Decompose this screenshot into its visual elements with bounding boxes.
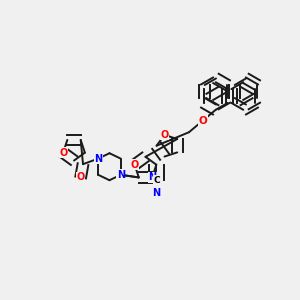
Text: N: N [94, 154, 102, 164]
Text: O: O [130, 160, 139, 170]
Text: N: N [117, 170, 125, 180]
Text: N: N [148, 172, 156, 182]
Text: C: C [153, 176, 160, 185]
Text: O: O [59, 148, 67, 158]
Text: N: N [152, 188, 160, 198]
Text: O: O [160, 130, 169, 140]
Text: O: O [198, 116, 207, 126]
Text: O: O [76, 172, 85, 182]
